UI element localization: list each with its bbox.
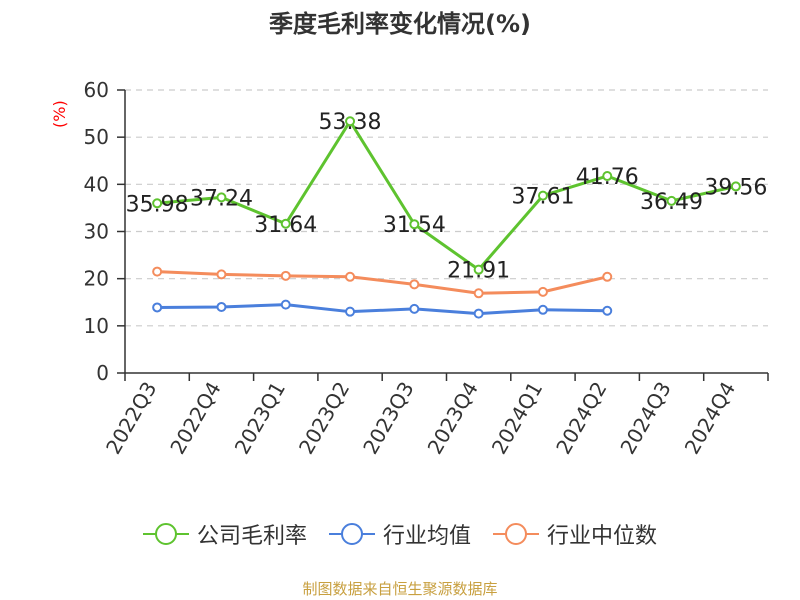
data-point-company-gross-margin[interactable]: [280, 218, 291, 229]
data-point-industry-median[interactable]: [216, 269, 227, 280]
y-tick-label: 40: [84, 172, 109, 196]
data-label: 37.24: [190, 186, 253, 211]
data-label: 31.54: [383, 213, 446, 238]
data-point-company-gross-margin[interactable]: [152, 198, 163, 209]
y-tick-label: 30: [84, 220, 109, 244]
data-point-industry-mean[interactable]: [473, 308, 484, 319]
data-point-industry-median[interactable]: [409, 279, 420, 290]
data-point-industry-mean[interactable]: [216, 301, 227, 312]
data-point-company-gross-margin[interactable]: [537, 190, 548, 201]
data-point-industry-median[interactable]: [537, 286, 548, 297]
data-point-company-gross-margin[interactable]: [602, 171, 613, 182]
legend-label-industry-mean: 行业均值: [382, 524, 471, 549]
data-label: 37.61: [511, 185, 574, 210]
legend-item-company[interactable]: 公司毛利率: [142, 518, 307, 550]
data-point-industry-median[interactable]: [345, 271, 356, 282]
x-tick-label: 2023Q2: [294, 378, 354, 459]
data-label: 35.98: [126, 192, 189, 217]
chart-title: 季度毛利率变化情况(%): [269, 10, 531, 38]
x-tick-label: 2024Q2: [551, 378, 611, 459]
y-tick-label: 20: [84, 267, 109, 291]
data-point-industry-mean[interactable]: [280, 299, 291, 310]
legend-marker-company: [142, 522, 189, 546]
y-tick-label: 0: [96, 361, 109, 385]
data-point-industry-mean[interactable]: [409, 303, 420, 314]
data-point-industry-mean[interactable]: [602, 305, 613, 316]
data-label: 31.64: [254, 213, 317, 238]
data-point-industry-median[interactable]: [473, 288, 484, 299]
data-point-company-gross-margin[interactable]: [409, 219, 420, 230]
data-point-industry-mean[interactable]: [537, 304, 548, 315]
y-tick-label: 10: [84, 314, 109, 338]
chart-legend: 公司毛利率 行业均值 行业中位数: [0, 518, 800, 550]
x-tick-label: 2023Q3: [358, 378, 418, 459]
x-tick-label: 2024Q1: [487, 378, 547, 459]
data-label: 21.91: [447, 259, 510, 284]
data-point-company-gross-margin[interactable]: [666, 195, 677, 206]
x-tick-label: 2022Q4: [165, 378, 225, 459]
data-point-company-gross-margin[interactable]: [345, 116, 356, 127]
data-point-industry-median[interactable]: [280, 270, 291, 281]
data-label: 53.38: [319, 110, 382, 135]
data-point-industry-mean[interactable]: [345, 306, 356, 317]
legend-item-industry-median[interactable]: 行业中位数: [493, 518, 657, 550]
x-tick-label: 2023Q4: [423, 378, 483, 459]
data-point-company-gross-margin[interactable]: [216, 192, 227, 203]
data-label: 39.56: [704, 175, 767, 200]
y-tick-label: 60: [84, 78, 109, 102]
legend-label-industry-median: 行业中位数: [547, 524, 658, 549]
series-line-industry-median: [157, 270, 608, 295]
legend-label-company: 公司毛利率: [196, 524, 307, 549]
data-label: 41.76: [576, 165, 639, 190]
data-point-industry-mean[interactable]: [152, 302, 163, 313]
x-tick-label: 2022Q3: [101, 378, 161, 459]
legend-marker-industry-mean: [328, 522, 375, 546]
data-point-industry-median[interactable]: [152, 266, 163, 277]
x-tick-label: 2024Q3: [615, 378, 675, 459]
x-tick-label: 2024Q4: [680, 378, 740, 459]
data-point-industry-median[interactable]: [602, 271, 613, 282]
data-source-note: 制图数据来自恒生聚源数据库: [302, 580, 498, 598]
data-point-company-gross-margin[interactable]: [473, 264, 484, 275]
data-point-company-gross-margin[interactable]: [730, 181, 741, 192]
legend-item-industry-mean[interactable]: 行业均值: [328, 518, 471, 550]
x-tick-label: 2023Q1: [230, 378, 290, 459]
series-line-industry-mean: [157, 303, 608, 316]
series-line-company-gross-margin: [157, 119, 737, 272]
data-label: 36.49: [640, 190, 703, 215]
legend-marker-industry-median: [493, 522, 539, 546]
y-tick-label: 50: [84, 125, 109, 149]
